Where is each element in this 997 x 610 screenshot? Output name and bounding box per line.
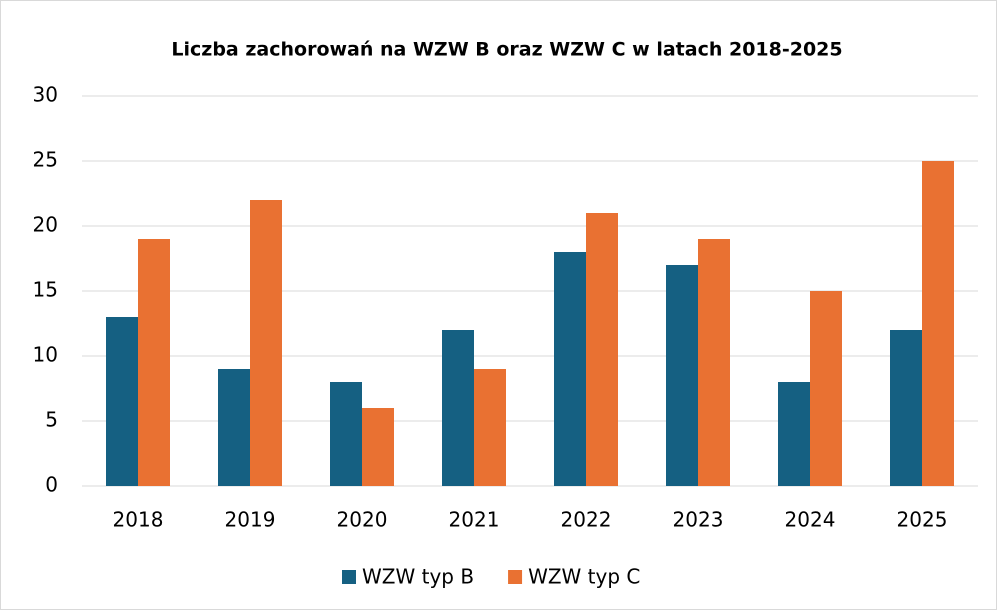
y-tick-label: 5 [45, 408, 58, 432]
legend-label: WZW typ B [362, 565, 474, 589]
bar [586, 213, 618, 486]
x-tick-label: 2018 [113, 508, 164, 532]
y-tick-label: 30 [33, 83, 58, 107]
bar [106, 317, 138, 486]
bar [138, 239, 170, 486]
legend-label: WZW typ C [528, 565, 640, 589]
legend-swatch [508, 570, 523, 584]
x-tick-label: 2021 [449, 508, 500, 532]
bar [810, 291, 842, 486]
chart-title: Liczba zachorowań na WZW B oraz WZW C w … [171, 39, 842, 61]
y-tick-label: 20 [33, 213, 58, 237]
bar [890, 330, 922, 486]
bar [362, 408, 394, 486]
bar [218, 369, 250, 486]
bar [442, 330, 474, 486]
bar [666, 265, 698, 486]
bar [474, 369, 506, 486]
y-tick-label: 15 [33, 278, 58, 302]
x-tick-label: 2022 [561, 508, 612, 532]
bar [330, 382, 362, 486]
x-tick-label: 2020 [337, 508, 388, 532]
x-tick-label: 2023 [673, 508, 724, 532]
bar [922, 161, 954, 486]
y-tick-label: 0 [45, 473, 58, 497]
bar [778, 382, 810, 486]
x-tick-label: 2019 [225, 508, 276, 532]
x-tick-label: 2024 [785, 508, 836, 532]
y-tick-label: 10 [33, 343, 58, 367]
y-tick-label: 25 [33, 148, 58, 172]
bar [250, 200, 282, 486]
bar [698, 239, 730, 486]
legend-swatch [342, 570, 356, 584]
x-tick-label: 2025 [897, 508, 948, 532]
bar [554, 252, 586, 486]
